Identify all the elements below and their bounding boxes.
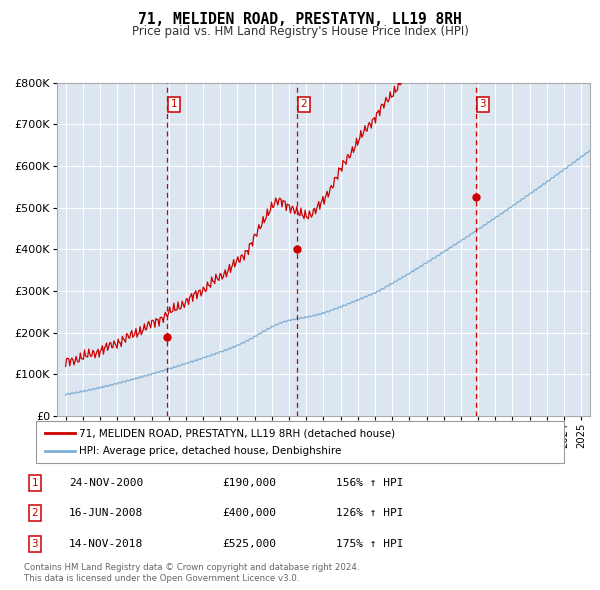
Text: Contains HM Land Registry data © Crown copyright and database right 2024.: Contains HM Land Registry data © Crown c… (24, 563, 359, 572)
Text: HPI: Average price, detached house, Denbighshire: HPI: Average price, detached house, Denb… (79, 446, 341, 456)
Text: 1: 1 (31, 478, 38, 487)
Text: £400,000: £400,000 (222, 509, 276, 518)
Text: £525,000: £525,000 (222, 539, 276, 549)
Text: £190,000: £190,000 (222, 478, 276, 487)
Text: 156% ↑ HPI: 156% ↑ HPI (336, 478, 404, 487)
Text: 2: 2 (31, 509, 38, 518)
Text: 126% ↑ HPI: 126% ↑ HPI (336, 509, 404, 518)
Text: 1: 1 (170, 99, 177, 109)
Text: This data is licensed under the Open Government Licence v3.0.: This data is licensed under the Open Gov… (24, 574, 299, 583)
Text: 14-NOV-2018: 14-NOV-2018 (69, 539, 143, 549)
Text: 24-NOV-2000: 24-NOV-2000 (69, 478, 143, 487)
Text: 3: 3 (31, 539, 38, 549)
Text: Price paid vs. HM Land Registry's House Price Index (HPI): Price paid vs. HM Land Registry's House … (131, 25, 469, 38)
Text: 2: 2 (301, 99, 307, 109)
Text: 175% ↑ HPI: 175% ↑ HPI (336, 539, 404, 549)
Text: 71, MELIDEN ROAD, PRESTATYN, LL19 8RH: 71, MELIDEN ROAD, PRESTATYN, LL19 8RH (138, 12, 462, 27)
Text: 71, MELIDEN ROAD, PRESTATYN, LL19 8RH (detached house): 71, MELIDEN ROAD, PRESTATYN, LL19 8RH (d… (79, 428, 395, 438)
Text: 16-JUN-2008: 16-JUN-2008 (69, 509, 143, 518)
Text: 3: 3 (479, 99, 486, 109)
